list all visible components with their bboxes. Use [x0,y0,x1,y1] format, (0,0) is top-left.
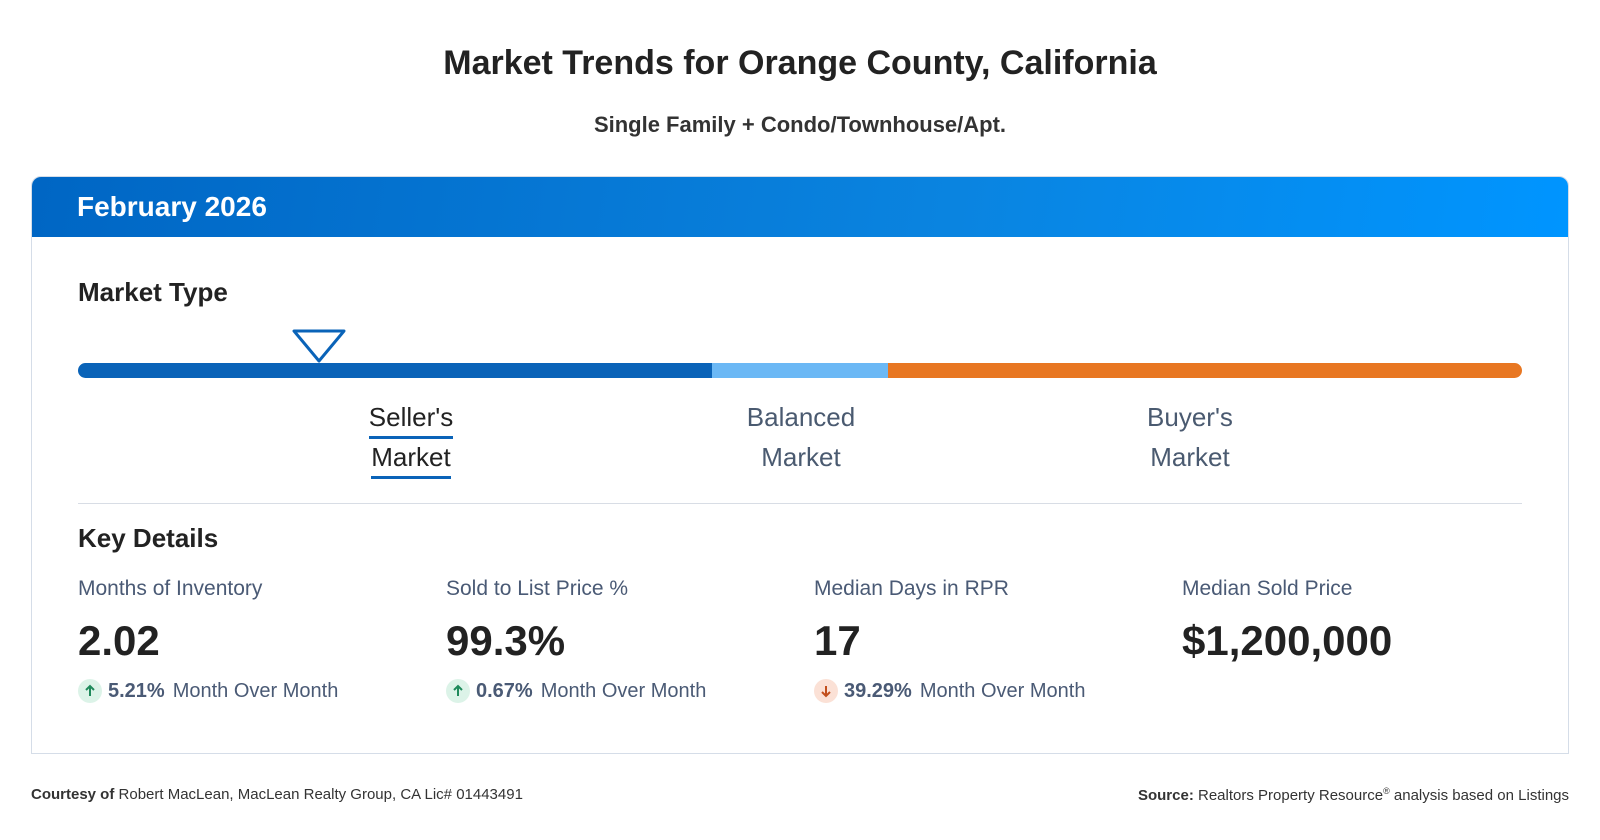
market-label: Seller's Market [346,397,476,479]
title: Market Trends for Orange County, Califor… [443,44,1157,82]
up-icon [446,679,470,703]
metric-value: 2.02 [78,617,160,664]
metric-value: 17 [814,617,861,664]
metric-label: Median Sold Price [1182,577,1353,600]
metric: Median Sold Price $1,200,000 [1182,577,1542,665]
market-type-heading: Market Type [78,277,228,307]
change-text: Month Over Month [919,679,1086,702]
divider [78,503,1522,504]
metric: Months of Inventory 2.02 5.21% Month Ove… [78,577,438,703]
metric-value: $1,200,000 [1182,617,1393,664]
period: February 2026 [77,191,267,222]
metric-value: 99.3% [446,617,566,664]
change-text: Month Over Month [172,679,339,702]
seller-segment [78,363,712,378]
metric-label: Sold to List Price % [446,577,629,600]
change-percent: 5.21% [108,679,165,702]
card: February 2026 Market Type Seller's Marke… [31,176,1569,754]
balanced-segment [712,363,888,378]
down-icon [814,679,838,703]
change-text: Month Over Month [540,679,707,702]
source: Source: Realtors Property Resource® anal… [1138,786,1569,804]
market-label: Balanced Market [746,402,856,472]
change-percent: 0.67% [476,679,533,702]
metric: Median Days in RPR 17 39.29% Month Over … [814,577,1174,703]
source-rest: analysis based on Listings [1393,787,1569,804]
metric-label: Months of Inventory [78,577,263,600]
metric-change: 0.67% Month Over Month [446,679,806,703]
courtesy-label: Courtesy of [31,786,115,803]
metric-change: 39.29% Month Over Month [814,679,1174,703]
up-icon [78,679,102,703]
subtitle: Single Family + Condo/Townhouse/Apt. [593,112,1007,137]
metric-change: 5.21% Month Over Month [78,679,438,703]
market-label: Buyer's Market [1147,402,1233,472]
source-mark: ® [1383,786,1390,796]
metric-label: Median Days in RPR [814,577,1009,600]
source-text: Realtors Property Resource [1198,787,1384,804]
source-label: Source: [1137,787,1194,804]
courtesy: Courtesy of Robert MacLean, MacLean Real… [31,786,523,803]
market-label-text: Seller's Market [368,402,454,479]
metric: Sold to List Price % 99.3% 0.67% Month O… [446,577,806,703]
key-details-heading: Key Details [78,523,219,553]
buyer-segment [888,363,1522,378]
card-header: February 2026 [32,177,1568,237]
change-percent: 39.29% [844,679,912,702]
marker [292,329,346,363]
courtesy-text: Robert MacLean, MacLean Realty Group, CA… [118,786,523,803]
